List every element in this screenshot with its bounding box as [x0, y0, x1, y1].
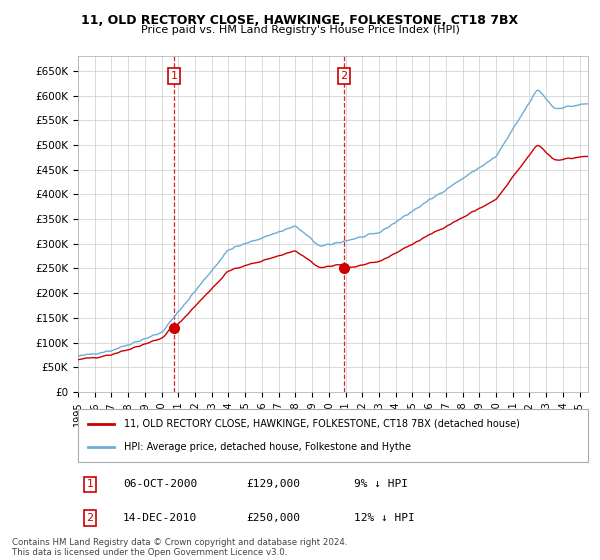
Text: Price paid vs. HM Land Registry's House Price Index (HPI): Price paid vs. HM Land Registry's House …: [140, 25, 460, 35]
Text: Contains HM Land Registry data © Crown copyright and database right 2024.
This d: Contains HM Land Registry data © Crown c…: [12, 538, 347, 557]
FancyBboxPatch shape: [78, 409, 588, 462]
Text: 1: 1: [86, 479, 94, 489]
Text: 12% ↓ HPI: 12% ↓ HPI: [354, 513, 415, 523]
Text: £250,000: £250,000: [246, 513, 300, 523]
Text: HPI: Average price, detached house, Folkestone and Hythe: HPI: Average price, detached house, Folk…: [124, 442, 411, 452]
Text: 9% ↓ HPI: 9% ↓ HPI: [354, 479, 408, 489]
Text: 14-DEC-2010: 14-DEC-2010: [123, 513, 197, 523]
Text: £129,000: £129,000: [246, 479, 300, 489]
Text: 2: 2: [341, 71, 348, 81]
Text: 1: 1: [170, 71, 178, 81]
Text: 06-OCT-2000: 06-OCT-2000: [123, 479, 197, 489]
Text: 11, OLD RECTORY CLOSE, HAWKINGE, FOLKESTONE, CT18 7BX: 11, OLD RECTORY CLOSE, HAWKINGE, FOLKEST…: [82, 14, 518, 27]
Text: 2: 2: [86, 513, 94, 523]
Text: 11, OLD RECTORY CLOSE, HAWKINGE, FOLKESTONE, CT18 7BX (detached house): 11, OLD RECTORY CLOSE, HAWKINGE, FOLKEST…: [124, 419, 520, 429]
